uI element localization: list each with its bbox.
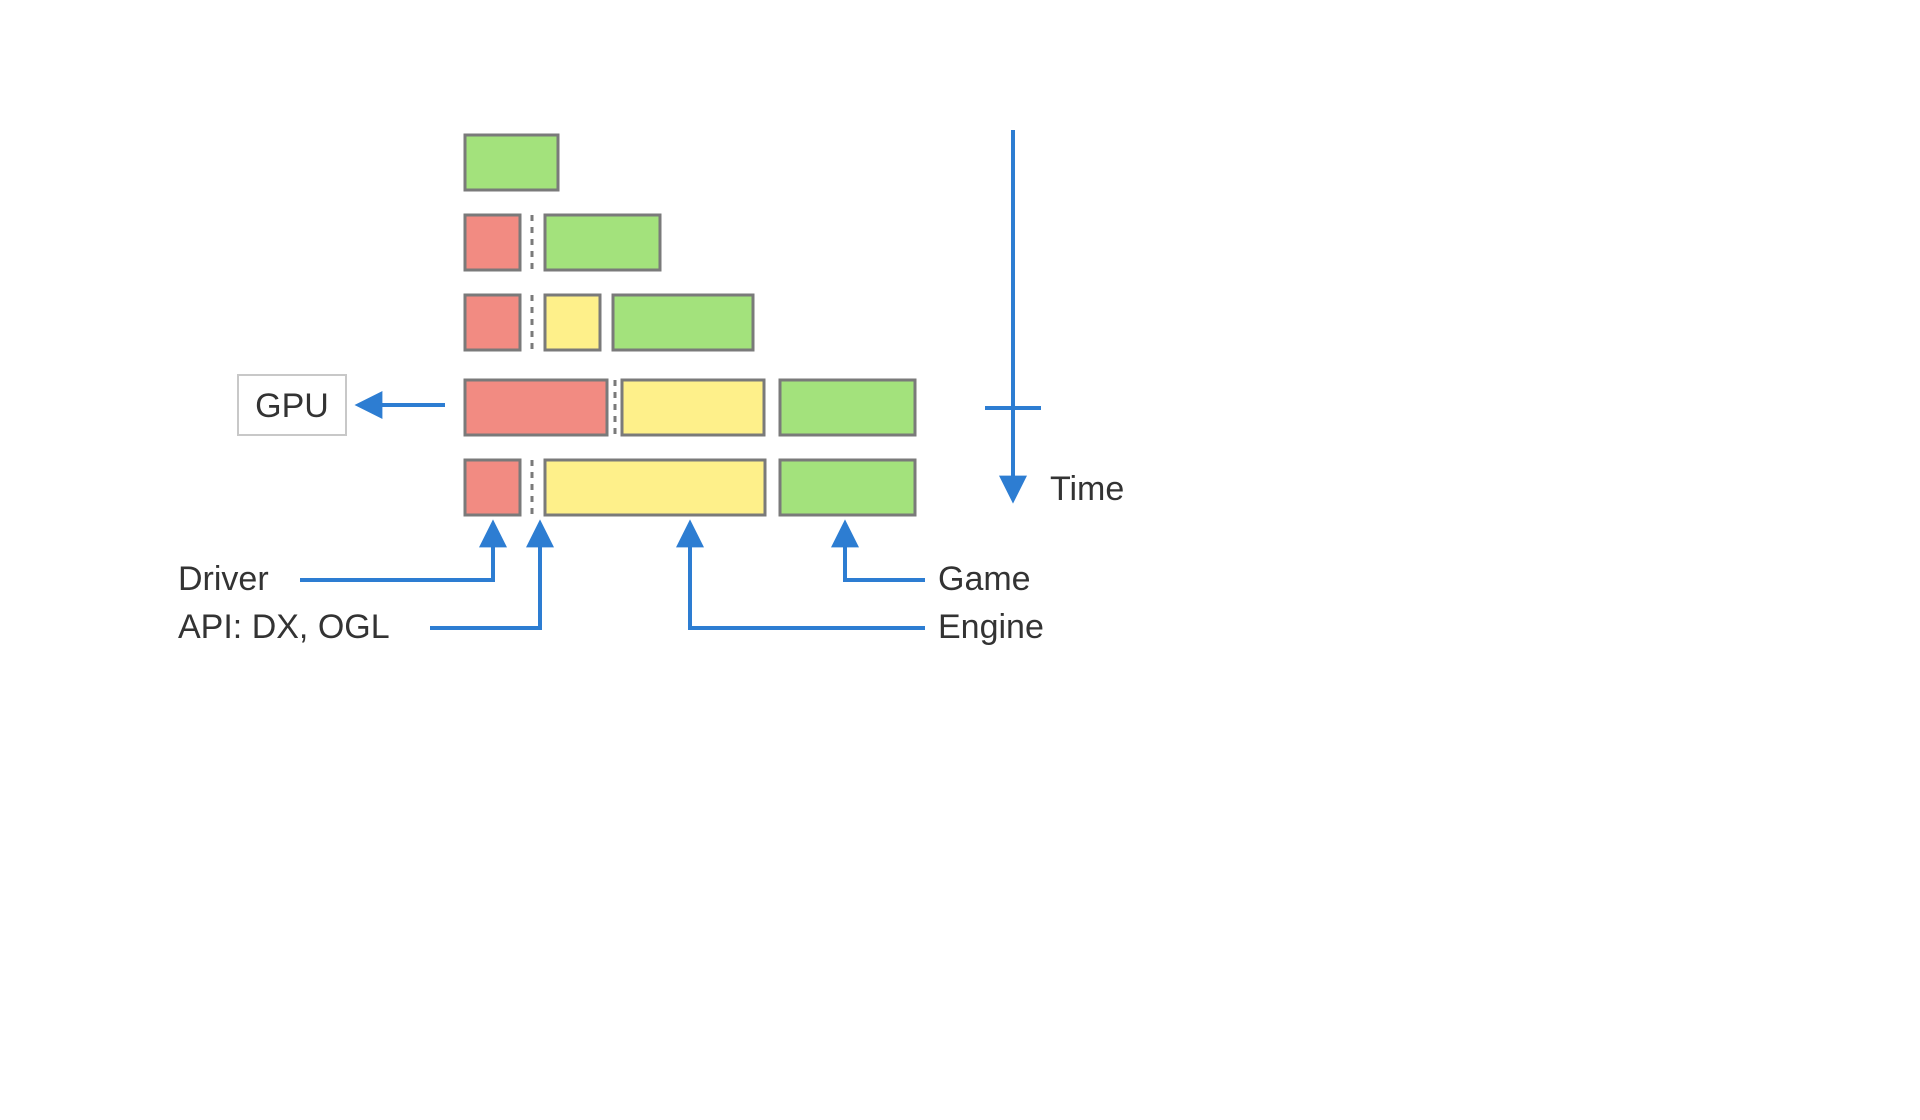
yellow-block	[622, 380, 764, 435]
green-block	[613, 295, 753, 350]
time-label: Time	[1050, 470, 1124, 508]
callout-arrow	[845, 525, 925, 580]
green-block	[780, 460, 915, 515]
yellow-block	[545, 460, 765, 515]
red-block	[465, 215, 520, 270]
callout-label: API: DX, OGL	[178, 608, 390, 646]
yellow-block	[545, 295, 600, 350]
gpu-label-text: GPU	[255, 387, 329, 425]
callout-label: Driver	[178, 560, 269, 598]
green-block	[465, 135, 558, 190]
gpu-annotation: GPU	[238, 375, 445, 435]
green-block	[780, 380, 915, 435]
green-block	[545, 215, 660, 270]
callout-label: Engine	[938, 608, 1044, 646]
time-axis: Time	[985, 130, 1124, 508]
red-block	[465, 295, 520, 350]
block-rows	[465, 135, 915, 515]
diagram-canvas: GPU Driver API: DX, OGL Game Engine Time	[0, 0, 1920, 1120]
callout-arrow	[430, 525, 540, 628]
callout-arrow	[300, 525, 493, 580]
callout-arrow	[690, 525, 925, 628]
bottom-callouts: Driver API: DX, OGL Game Engine	[178, 525, 1044, 646]
red-block	[465, 380, 607, 435]
callout-label: Game	[938, 560, 1031, 598]
red-block	[465, 460, 520, 515]
